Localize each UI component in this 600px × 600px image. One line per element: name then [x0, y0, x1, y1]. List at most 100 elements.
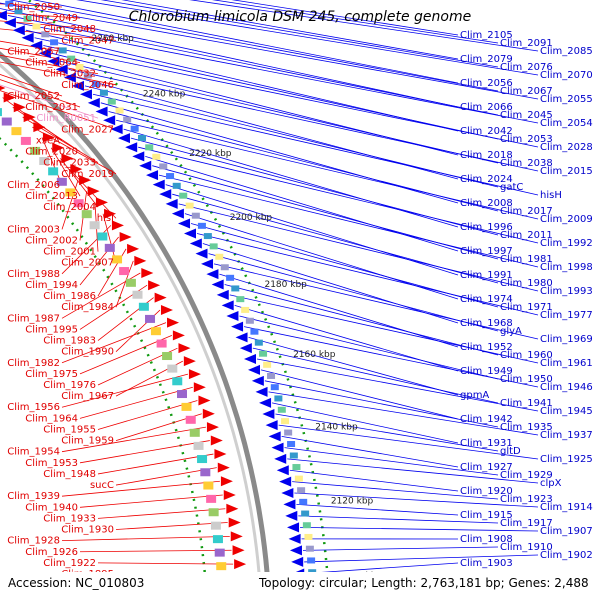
forward-gene-arrow [206, 422, 219, 433]
leader-line [97, 508, 226, 519]
leader-line [302, 546, 499, 551]
gene-label: Clim_2079 [460, 54, 513, 65]
feature-block [181, 402, 192, 411]
gene-label: Clim_1977 [540, 310, 593, 321]
backbone-shadow [0, 63, 263, 600]
kbp-tick-label: 2160 kbp [293, 350, 336, 360]
leader-line [196, 233, 539, 316]
forward-gene-arrow [13, 102, 26, 113]
leader-line [292, 481, 499, 500]
gene-label: Clim_1939 [7, 491, 60, 502]
reverse-gene-arrow [271, 442, 284, 453]
gene-label: Clim_1956 [7, 402, 60, 413]
reverse-gene-arrow [38, 48, 51, 59]
gene-label: Clim_1955 [43, 424, 96, 435]
gene-label: Clim_1926 [25, 547, 78, 558]
feature-block [91, 81, 100, 88]
forward-gene-arrow [70, 164, 83, 175]
gene-label: Clim_2042 [460, 126, 513, 137]
gene-label: Clim_2054 [540, 118, 593, 129]
gene-label: Clim_2009 [540, 214, 593, 225]
feature-block [215, 253, 224, 260]
leader-line [100, 0, 499, 68]
feature-block [185, 415, 196, 424]
feature-block [1, 117, 12, 126]
leader-line [229, 294, 539, 364]
forward-gene-arrow [52, 142, 65, 153]
gene-label: Clim_1941 [500, 398, 553, 409]
reverse-gene-arrow [259, 397, 272, 408]
reverse-gene-arrow [110, 124, 123, 135]
feature-block [99, 89, 108, 96]
leader-line [0, 28, 117, 41]
feature-block [216, 562, 227, 571]
forward-gene-arrow [223, 489, 236, 500]
gene-label: Clim_2105 [460, 30, 513, 41]
gene-label: Clim_2053 [500, 134, 553, 145]
gene-label: Clim_2033 [43, 158, 96, 169]
leader-line [79, 494, 223, 508]
feature-block [176, 390, 187, 399]
gene-label: hisI [97, 213, 114, 224]
gene-label: Clim_1903 [460, 558, 513, 569]
gene-label: Clim_R0051 [36, 113, 96, 124]
feature-block [259, 350, 268, 357]
reverse-gene-arrow [117, 133, 130, 144]
reverse-gene-arrow [195, 248, 208, 259]
gene-label: Clim_2045 [500, 110, 553, 121]
gene-label: Clim_1974 [460, 294, 513, 305]
gene-label: Clim_2027 [61, 124, 114, 135]
gene-label: gltD [500, 446, 521, 457]
gene-label: Clim_1998 [540, 262, 593, 273]
forward-gene-arrow [95, 197, 108, 208]
feature-block [236, 296, 245, 303]
reverse-gene-arrow [146, 170, 159, 181]
leader-line [304, 554, 539, 563]
feature-block [67, 55, 76, 62]
leader-line [61, 322, 167, 364]
feature-block [73, 199, 84, 208]
gene-label: Clim_1994 [25, 280, 78, 291]
feature-block [58, 47, 67, 54]
leader-line [115, 467, 217, 486]
gene-label: Clim_2070 [540, 70, 593, 81]
leader-line [202, 243, 459, 324]
gene-label: Clim_1969 [540, 334, 593, 345]
feature-block [65, 188, 76, 197]
reverse-gene-arrow [0, 10, 7, 21]
reverse-gene-arrow [287, 522, 300, 533]
leader-line [97, 453, 214, 475]
leader-line [0, 54, 99, 75]
feature-block [254, 339, 263, 346]
feature-block [203, 233, 212, 240]
feature-block [226, 274, 235, 281]
leader-line [248, 336, 459, 396]
gene-label: glyA [500, 326, 522, 337]
feature-block [41, 31, 50, 38]
reverse-gene-arrow [178, 218, 191, 229]
leader-line [189, 0, 539, 52]
gene-label: Clim_1980 [500, 278, 553, 289]
gene-label: Clim_2076 [500, 62, 553, 73]
leader-line [219, 273, 459, 348]
gene-label: Clim_1908 [460, 534, 513, 545]
feature-block [172, 377, 183, 386]
reverse-gene-arrow [235, 332, 248, 343]
gene-label: Clim_2047 [61, 35, 114, 46]
feature-block [123, 116, 132, 123]
gene-label: Clim_2052 [7, 91, 60, 102]
leader-line [0, 61, 117, 86]
feature-block [112, 255, 123, 264]
reverse-gene-arrow [283, 499, 296, 510]
reverse-gene-arrow [221, 300, 234, 311]
leader-line [0, 84, 99, 119]
gene-label: Clim_1923 [500, 494, 553, 505]
reverse-gene-arrow [268, 431, 281, 442]
leader-line [0, 90, 117, 130]
gene-label: Clim_1983 [43, 336, 96, 347]
gene-label: Clim_1981 [500, 254, 553, 265]
feature-block [166, 173, 175, 180]
leader-line [300, 526, 539, 532]
inner-dotted-track [26, 0, 331, 597]
leader-line [208, 253, 499, 332]
